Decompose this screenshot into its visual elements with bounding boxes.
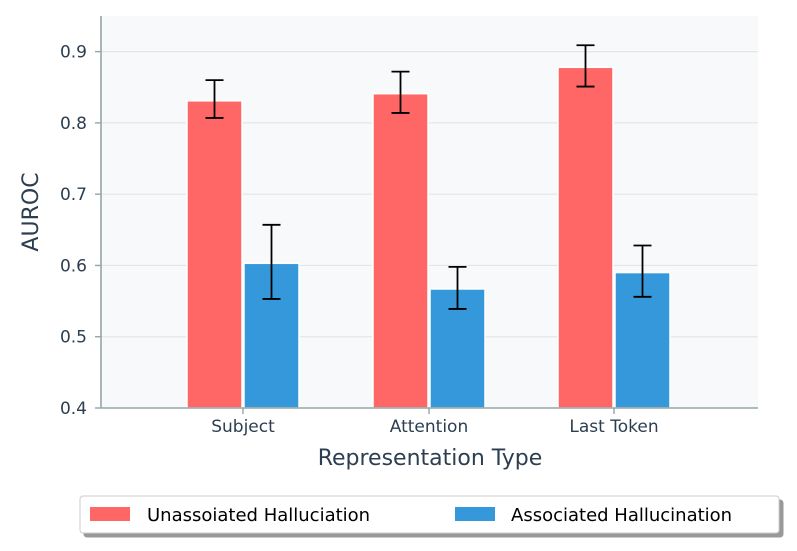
y-tick-label: 0.7 — [60, 185, 87, 205]
legend-swatch-associated — [455, 507, 495, 521]
x-tick-label: Last Token — [569, 417, 658, 437]
y-tick-label: 0.6 — [60, 256, 87, 276]
y-tick-label: 0.4 — [60, 399, 87, 419]
bar-unassociated-0 — [186, 100, 243, 409]
legend: Unassoiated Halluciation Associated Hall… — [79, 495, 780, 534]
y-tick-label: 0.5 — [60, 328, 87, 348]
y-ticks-group: 0.4 0.5 0.6 0.7 0.8 0.9 — [60, 43, 101, 419]
y-tick-label: 0.9 — [60, 43, 87, 63]
x-tick-label: Subject — [211, 417, 275, 437]
legend-box — [79, 495, 780, 534]
legend-label-unassociated: Unassoiated Halluciation — [147, 505, 370, 526]
bar-unassociated-2 — [557, 66, 614, 409]
x-axis-title: Representation Type — [318, 446, 543, 471]
errorbars-group — [205, 44, 652, 310]
y-tick-label: 0.8 — [60, 114, 87, 134]
legend-label-associated: Associated Hallucination — [511, 505, 732, 526]
x-ticks-group: Subject Attention Last Token — [211, 408, 659, 437]
x-tick-label: Attention — [390, 417, 468, 437]
bar-unassociated-1 — [372, 92, 429, 409]
legend-swatch-unassociated — [90, 507, 130, 521]
y-axis-title: AUROC — [19, 172, 44, 251]
